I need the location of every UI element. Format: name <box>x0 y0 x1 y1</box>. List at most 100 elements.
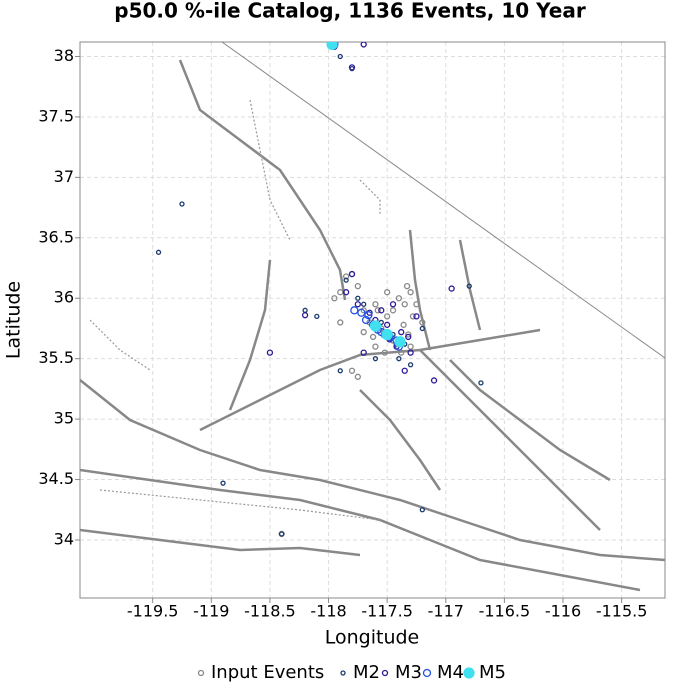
plot-frame <box>79 41 666 599</box>
event-point <box>220 480 226 486</box>
x-tick-label: -117.5 <box>361 602 413 621</box>
event-point <box>430 377 438 384</box>
fault <box>80 468 641 592</box>
event-point <box>369 333 377 341</box>
event-point <box>384 289 391 296</box>
event-point <box>337 319 344 326</box>
event-point <box>403 283 411 290</box>
fault <box>359 389 442 491</box>
event-point <box>478 380 484 386</box>
event-point <box>419 319 426 326</box>
event-point <box>398 328 405 336</box>
event-point <box>343 277 349 283</box>
event-point <box>369 320 382 332</box>
boundary-line <box>221 42 665 359</box>
event-point <box>405 331 412 338</box>
event-point <box>342 273 350 280</box>
event-point <box>354 373 361 380</box>
event-point <box>398 349 405 356</box>
legend-marker <box>381 669 389 677</box>
event-point <box>360 328 367 336</box>
event-point <box>337 368 343 374</box>
event-point <box>419 325 425 332</box>
event-point <box>395 295 403 302</box>
event-point <box>266 349 274 356</box>
legend-label: M3 <box>395 662 422 683</box>
event-point <box>301 312 309 319</box>
fault <box>408 229 432 351</box>
x-axis-label: Longitude <box>325 627 420 649</box>
event-point <box>360 307 367 314</box>
event-point <box>302 307 308 313</box>
event-point <box>372 301 379 308</box>
event-point <box>466 283 472 289</box>
event-point <box>407 349 414 356</box>
x-tick-label: -115.5 <box>596 602 648 621</box>
chart-title: p50.0 %-ile Catalog, 1136 Events, 10 Yea… <box>114 0 586 23</box>
event-point <box>342 289 350 296</box>
legend-marker <box>422 668 432 678</box>
event-point <box>361 301 367 307</box>
fault <box>89 319 151 371</box>
event-point <box>394 336 406 348</box>
event-point <box>413 301 420 308</box>
event-point <box>372 343 379 350</box>
legend-marker <box>340 670 346 676</box>
event-point <box>179 201 185 207</box>
event-point <box>381 328 393 341</box>
legend-label: Input Events <box>211 662 324 683</box>
x-tick-label: -119 <box>193 602 229 621</box>
fault <box>99 489 381 521</box>
legend-marker <box>197 669 205 677</box>
event-point <box>419 507 425 513</box>
event-point <box>360 349 367 356</box>
event-point <box>314 313 320 320</box>
event-point <box>348 64 356 71</box>
event-point <box>348 367 356 374</box>
event-point <box>331 295 338 302</box>
y-tick-label: 34.5 <box>38 469 74 488</box>
event-point <box>396 356 402 362</box>
y-tick-label: 37.5 <box>38 106 74 125</box>
event-point <box>372 356 379 362</box>
event-point <box>401 367 408 374</box>
event-point <box>361 315 371 325</box>
fault <box>80 379 665 562</box>
event-point <box>407 343 414 350</box>
faults <box>80 42 665 592</box>
x-tick-label: -118.5 <box>244 602 296 621</box>
x-tick-label: -118 <box>310 602 346 621</box>
y-tick-label: 35.5 <box>38 348 74 367</box>
event-point <box>374 307 381 314</box>
event-point <box>389 301 397 308</box>
event-point <box>384 321 391 328</box>
event-point <box>326 42 338 51</box>
y-tick-label: 35 <box>54 409 74 428</box>
y-tick-label: 37 <box>54 167 74 186</box>
event-point <box>348 270 356 278</box>
event-point <box>400 321 407 328</box>
fault <box>199 328 541 432</box>
y-tick-label: 34 <box>54 529 74 548</box>
legend-label: M5 <box>479 662 506 683</box>
event-point <box>448 285 455 292</box>
event-point <box>278 531 285 537</box>
event-point <box>407 362 414 368</box>
y-axis-label: Latitude <box>3 281 25 359</box>
event-point <box>354 283 361 290</box>
event-point <box>357 308 366 317</box>
fault <box>458 239 482 331</box>
y-tick-label: 36.5 <box>38 227 74 246</box>
legend-marker <box>463 667 475 679</box>
y-tick-label: 38 <box>54 46 74 65</box>
event-point <box>337 289 344 296</box>
event-point <box>384 313 391 320</box>
fault <box>178 59 347 301</box>
event-point <box>337 53 343 60</box>
event-point <box>405 333 412 341</box>
x-tick-label: -116 <box>545 602 581 621</box>
event-point <box>378 307 385 314</box>
x-tick-label: -117 <box>428 602 464 621</box>
y-tick-label: 36 <box>54 288 74 307</box>
